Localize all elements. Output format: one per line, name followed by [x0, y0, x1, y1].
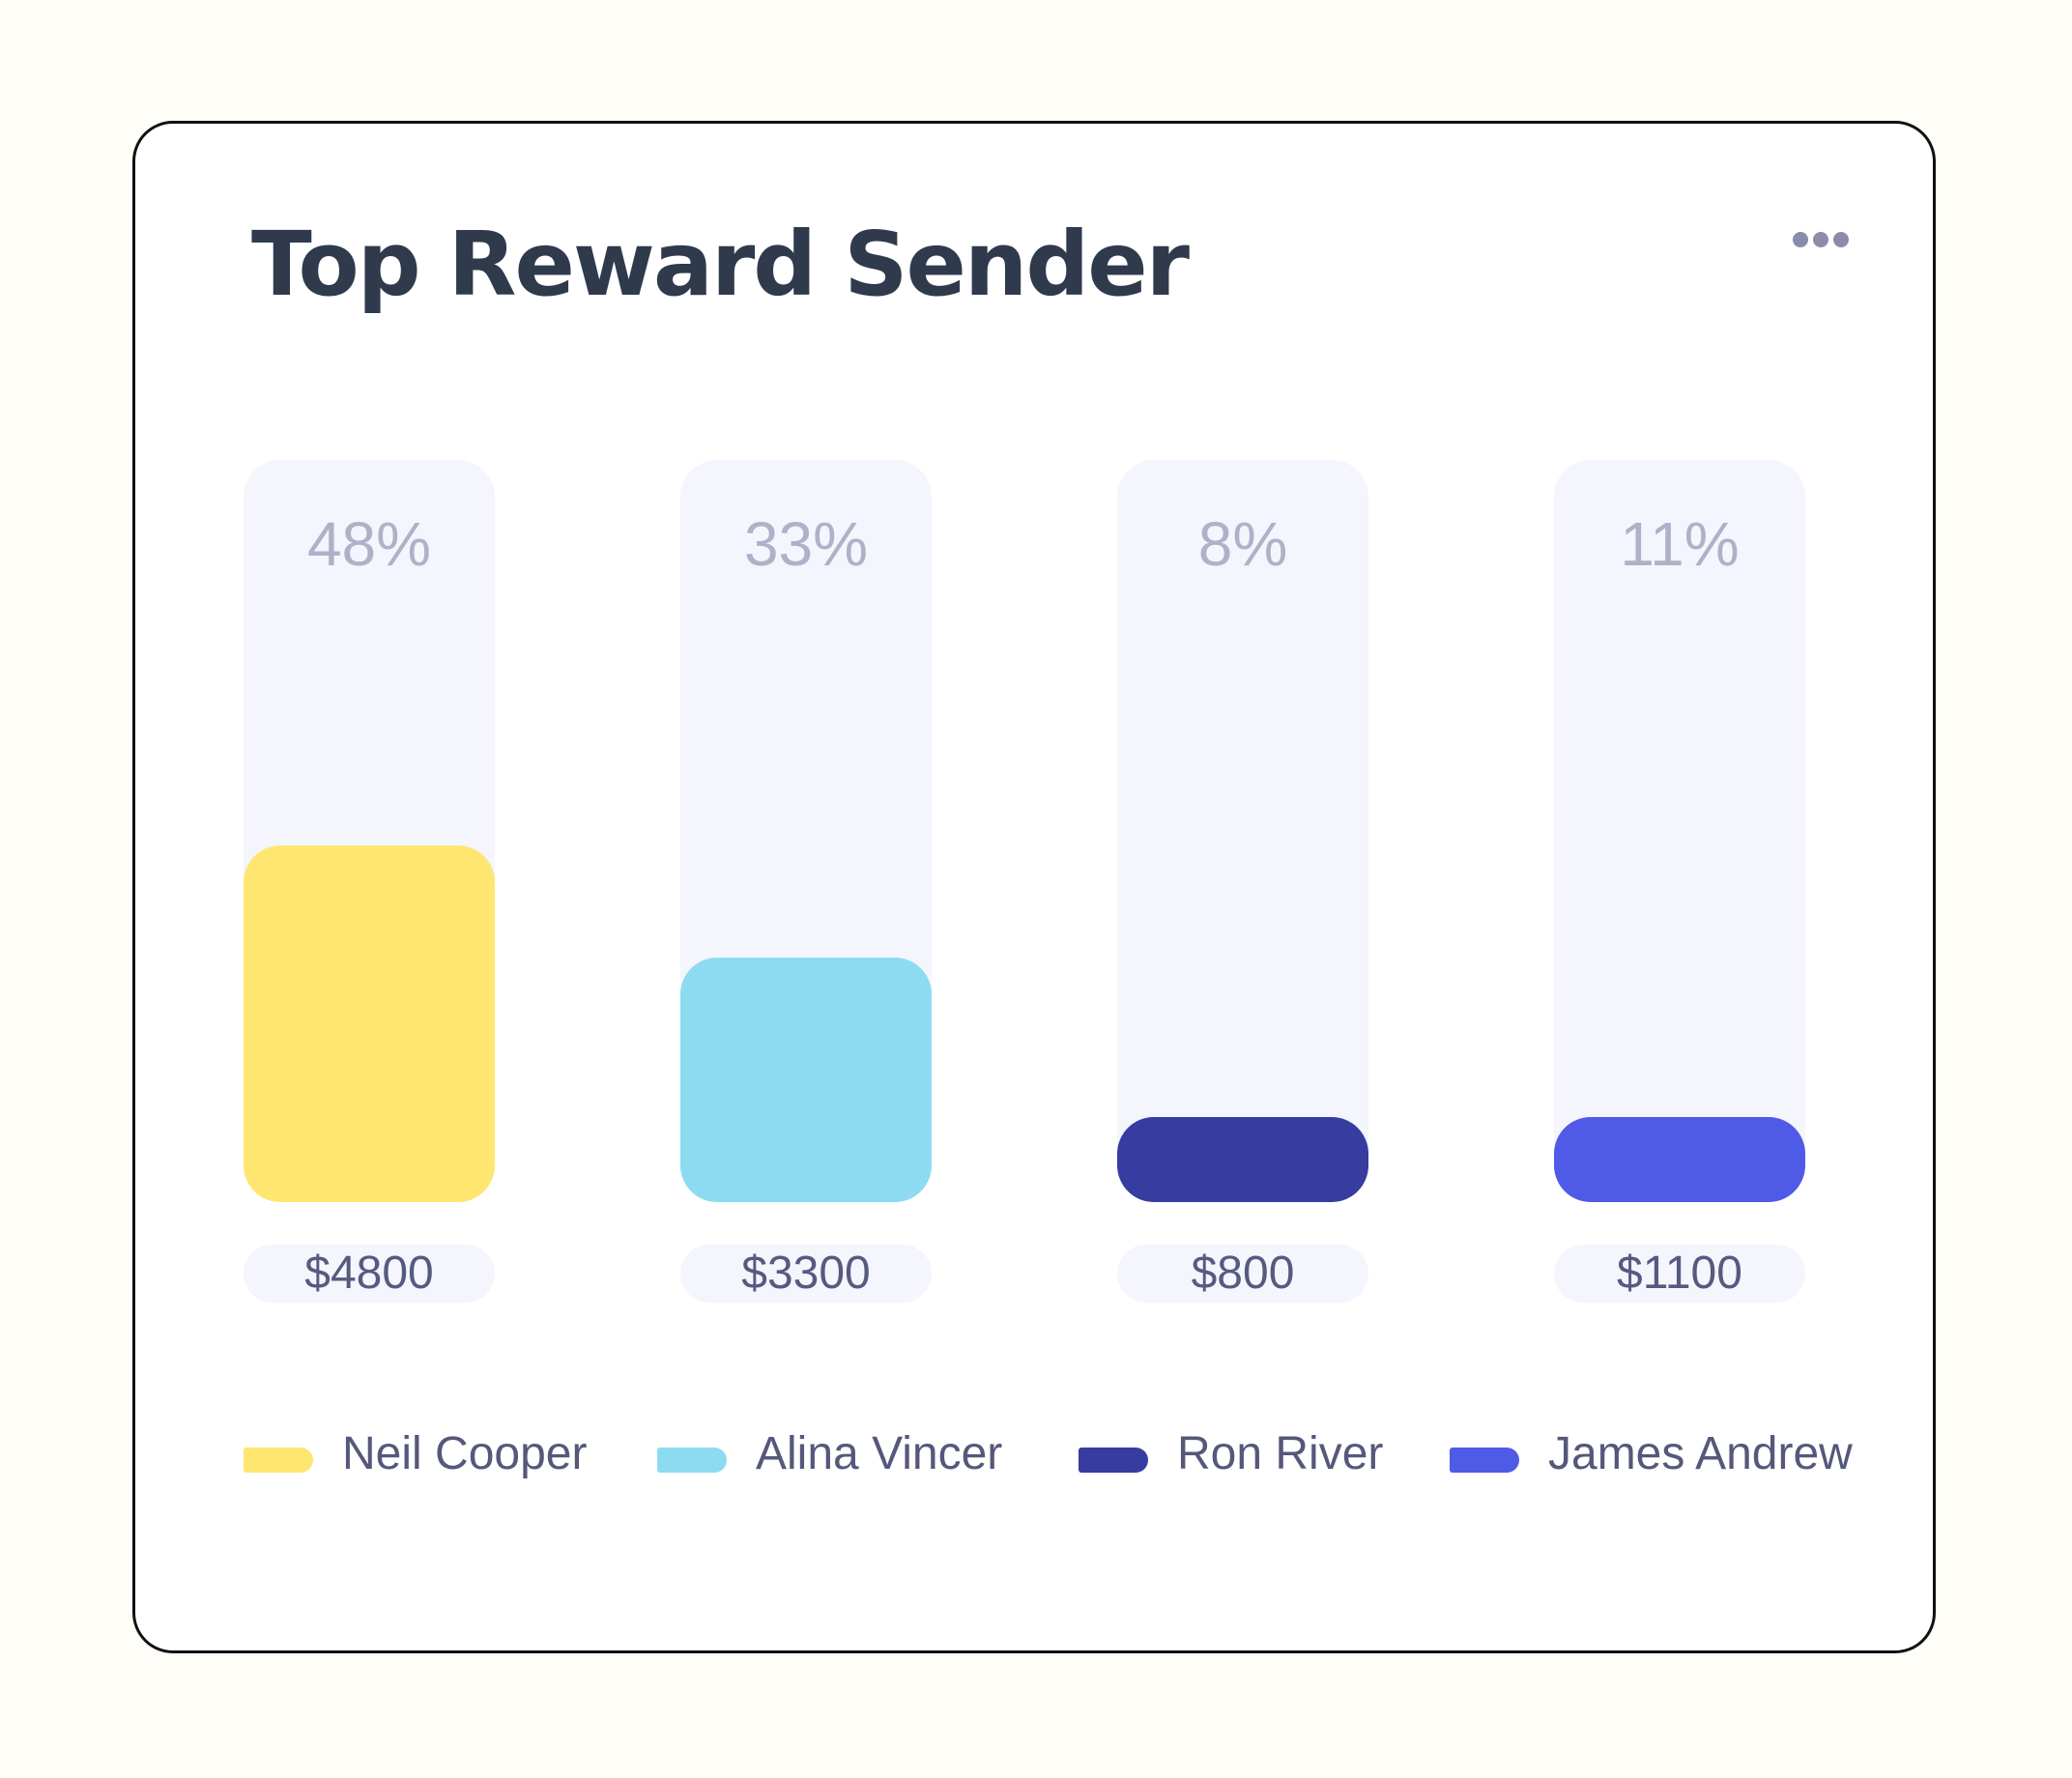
bar-track: [1554, 460, 1805, 1202]
bar-percent-label: 48%: [306, 509, 432, 579]
bar-track: [1117, 460, 1368, 1202]
bar[interactable]: [1554, 1117, 1805, 1202]
more-options-button[interactable]: [1782, 220, 1859, 259]
more-horizontal-icon-dot: [1813, 232, 1828, 247]
bar[interactable]: [244, 846, 495, 1202]
bar-percent-label: 33%: [743, 509, 869, 579]
more-horizontal-icon-dot: [1833, 232, 1849, 247]
bar-value-label: $3300: [680, 1245, 932, 1303]
legend-swatch: [244, 1448, 313, 1473]
more-horizontal-icon: [1793, 232, 1808, 247]
bar[interactable]: [1117, 1117, 1368, 1202]
bar-value-label: $1100: [1554, 1245, 1805, 1303]
bar[interactable]: [680, 957, 932, 1202]
bar-value-label: $800: [1117, 1245, 1368, 1303]
bar-percent-label: 8%: [1197, 509, 1288, 579]
legend-swatch: [1450, 1448, 1519, 1473]
legend-item: Neil Cooper: [244, 1420, 587, 1488]
legend-label: James Andrew: [1548, 1428, 1853, 1479]
legend-label: Ron River: [1177, 1428, 1384, 1479]
bar-value-label: $4800: [244, 1245, 495, 1303]
bar-percent-label: 11%: [1620, 509, 1740, 579]
legend-label: Alina Vincer: [756, 1428, 1003, 1479]
legend-item: James Andrew: [1450, 1420, 1853, 1488]
legend-label: Neil Cooper: [342, 1428, 588, 1479]
legend-item: Ron River: [1079, 1420, 1383, 1488]
legend-swatch: [1079, 1448, 1148, 1473]
legend-item: Alina Vincer: [657, 1420, 1002, 1488]
legend-swatch: [657, 1448, 727, 1473]
card-title: Top Reward Sender: [251, 213, 1190, 316]
